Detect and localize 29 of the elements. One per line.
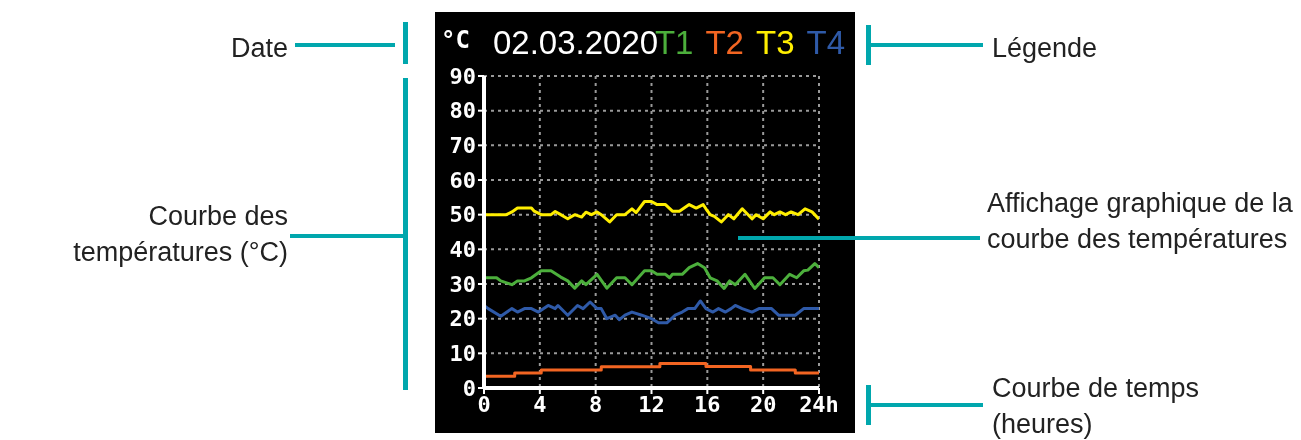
text: Légende [992, 32, 1099, 65]
text: T1 [654, 24, 694, 62]
y-tick-label: 10 [449, 341, 476, 367]
y-tick-label: 70 [449, 133, 476, 159]
y-tick-label: 50 [449, 202, 476, 228]
x-tick-label: 16 [694, 391, 721, 417]
y-tick-label: 90 [449, 63, 476, 89]
text: T4 [806, 24, 845, 62]
y-tick-label: 60 [449, 167, 476, 193]
x-tick-label: 24h [799, 391, 839, 417]
text: Date [229, 32, 288, 65]
text: Courbe de temps (heures) [992, 372, 1201, 440]
y-tick-label: 40 [449, 237, 476, 263]
line-series [484, 299, 819, 325]
line-series [484, 262, 819, 291]
text: Affichage graphique de la courbe des températures [987, 187, 1294, 256]
text: T3 [755, 24, 795, 62]
y-tick-label: 0 [462, 375, 476, 401]
x-tick-label: 4 [533, 391, 547, 417]
y-tick-label: 80 [449, 98, 476, 124]
y-tick-label: 20 [449, 306, 476, 332]
text: T2 [705, 24, 744, 62]
x-tick-label: 12 [638, 391, 665, 417]
y-axis-title: °C [441, 26, 470, 54]
x-tick-label: 20 [749, 391, 777, 417]
line-series [484, 199, 819, 224]
text: Courbe des températures (°C) [72, 200, 288, 269]
y-tick-label: 30 [449, 271, 476, 297]
x-tick-label: 8 [589, 391, 603, 417]
